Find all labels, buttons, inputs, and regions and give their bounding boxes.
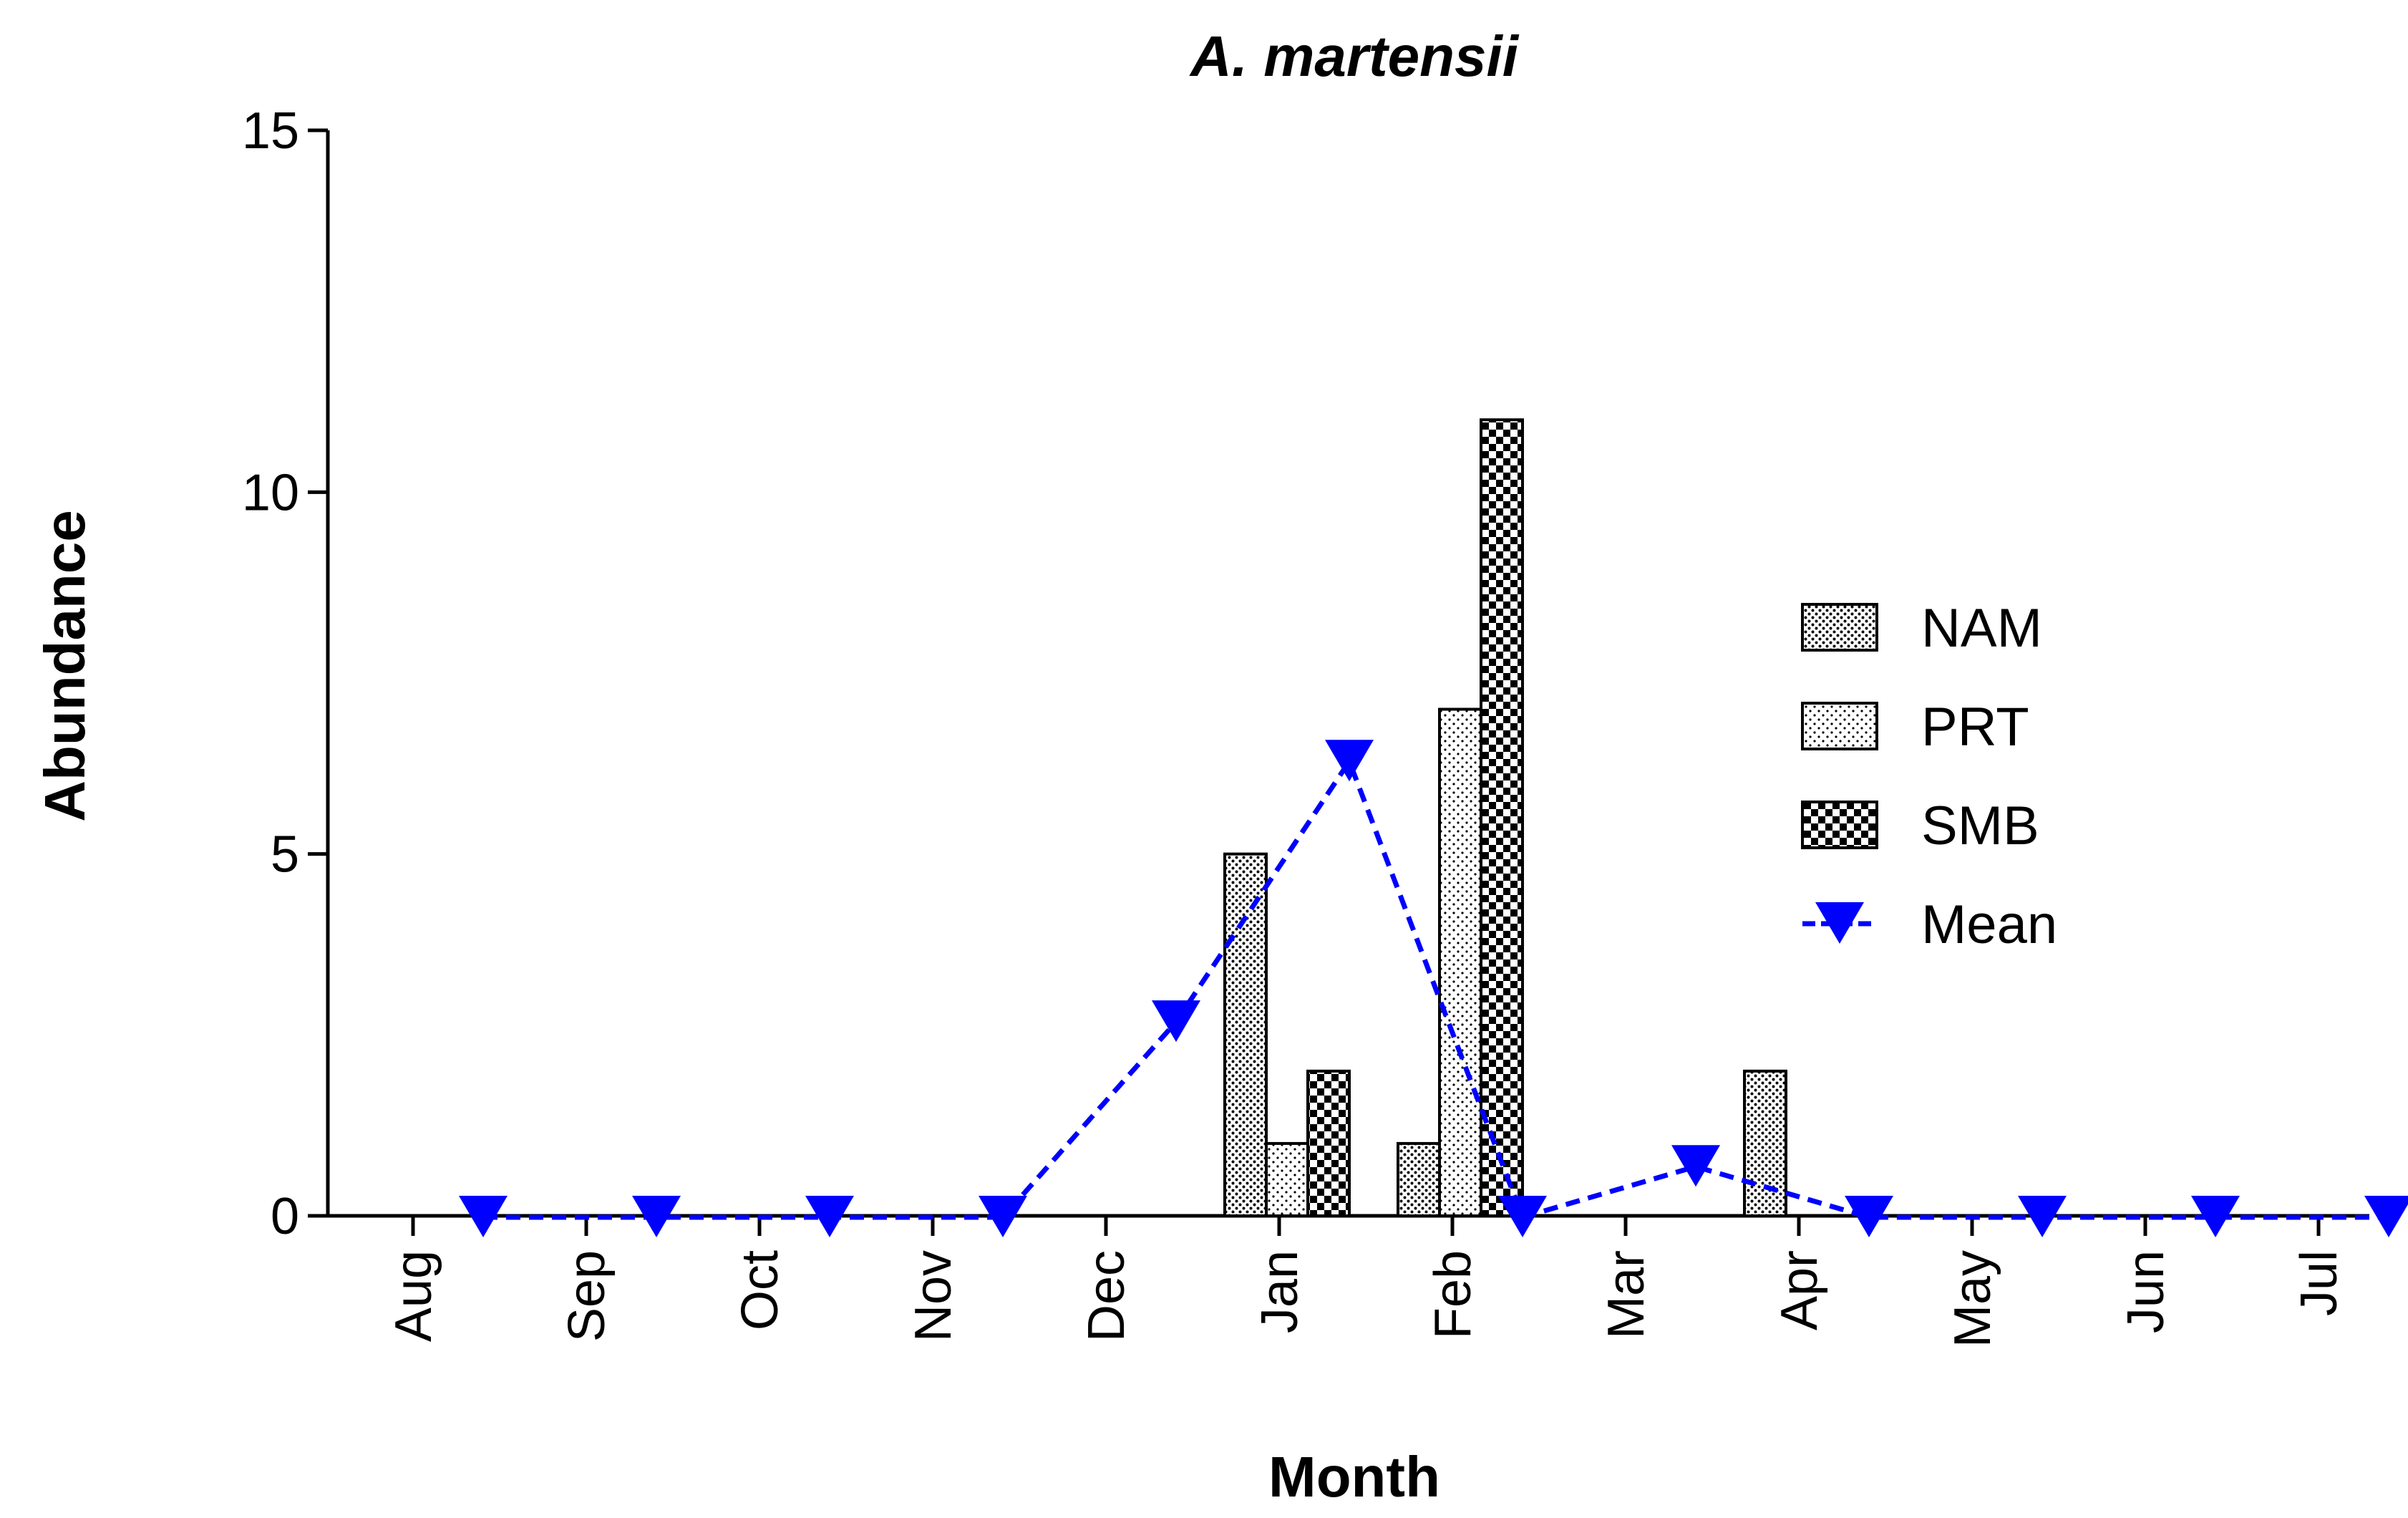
- legend-swatch-marker-mean: [1815, 902, 1864, 944]
- mean-marker: [1845, 1196, 1893, 1237]
- x-tick-label: Jul: [2291, 1250, 2348, 1316]
- bars-layer: [1223, 418, 1787, 1218]
- bar-nam: [1223, 852, 1268, 1217]
- mean-marker: [805, 1196, 854, 1237]
- bar-nam: [1743, 1069, 1787, 1218]
- legend-swatch-nam: [1801, 603, 1878, 652]
- mean-line-path: [483, 755, 2389, 1221]
- legend: NAM PRT SMB Mean: [1801, 598, 2057, 955]
- mean-series-layer: [459, 740, 2408, 1237]
- chart-title: A. martensii: [1189, 24, 1520, 88]
- axes: [326, 130, 2369, 1218]
- legend-swatch-prt: [1801, 702, 1878, 750]
- mean-marker: [2018, 1196, 2067, 1237]
- x-axis-ticks: Aug Sep Oct Nov Dec Jan Feb Mar Apr May Jun Jul: [385, 1216, 2348, 1348]
- bar-prt: [1265, 1141, 1309, 1218]
- mean-marker: [1152, 1000, 1200, 1043]
- x-tick-label: Oct: [732, 1250, 789, 1330]
- mean-marker: [1498, 1196, 1547, 1237]
- mean-marker: [2191, 1196, 2240, 1237]
- x-tick-label: Mar: [1598, 1250, 1655, 1339]
- y-axis-title: Abundance: [33, 510, 97, 822]
- x-tick-label: Jan: [1251, 1250, 1309, 1333]
- legend-label-prt: PRT: [1921, 697, 2029, 758]
- bar-prt: [1438, 707, 1482, 1217]
- bar-smb: [1480, 418, 1524, 1217]
- y-tick-label: 5: [271, 826, 299, 884]
- mean-marker: [1671, 1145, 1720, 1187]
- mean-marker: [632, 1196, 681, 1237]
- x-tick-label: May: [1944, 1250, 2001, 1348]
- x-axis-title: Month: [1268, 1445, 1440, 1509]
- mean-marker: [2364, 1196, 2408, 1237]
- x-tick-label: Aug: [385, 1250, 442, 1342]
- x-tick-label: Apr: [1771, 1250, 1828, 1330]
- legend-label-nam: NAM: [1921, 598, 2042, 659]
- x-tick-label: Nov: [905, 1250, 962, 1342]
- x-tick-label: Jun: [2117, 1250, 2175, 1333]
- y-tick-label: 0: [271, 1188, 299, 1245]
- mean-marker: [1325, 740, 1374, 782]
- y-tick-label: 10: [242, 464, 299, 521]
- bar-smb: [1306, 1069, 1351, 1218]
- y-axis-ticks: 0 5 10 15: [242, 102, 328, 1245]
- mean-marker: [459, 1196, 508, 1237]
- y-tick-label: 15: [242, 102, 299, 160]
- legend-swatch-smb: [1801, 801, 1878, 849]
- mean-marker: [979, 1196, 1027, 1237]
- legend-label-mean: Mean: [1921, 894, 2057, 955]
- x-tick-label: Dec: [1078, 1250, 1135, 1342]
- x-tick-label: Feb: [1424, 1250, 1482, 1339]
- x-tick-label: Sep: [558, 1250, 616, 1342]
- legend-label-smb: SMB: [1921, 796, 2039, 856]
- bar-nam: [1397, 1141, 1441, 1218]
